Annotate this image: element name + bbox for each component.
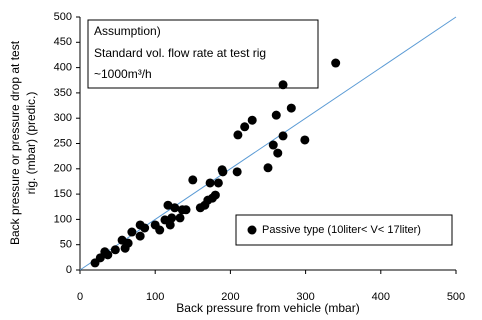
point (213, 178, 223, 188)
y-tick-label: 450 (54, 36, 72, 48)
point (170, 203, 180, 213)
point (271, 110, 281, 120)
x-tick-label: 0 (77, 291, 83, 303)
annotation: Assumption) (94, 24, 161, 38)
point (140, 223, 150, 233)
y-tick-label: 500 (54, 11, 72, 23)
annotation: Standard vol. flow rate at test rig (94, 46, 266, 60)
point (205, 178, 215, 188)
point (232, 167, 242, 177)
y-tick-label: 250 (54, 137, 72, 149)
y-tick-label: 400 (54, 62, 72, 74)
y-tick-label: 100 (54, 213, 72, 225)
legend-box (235, 214, 453, 246)
y-axis-title: Back pressure or pressure drop at test (8, 40, 22, 245)
point (155, 225, 165, 235)
y-tick-label: 0 (66, 264, 72, 276)
y-tick-label: 300 (54, 112, 72, 124)
point (268, 140, 278, 150)
point (278, 80, 288, 90)
x-tick-label: 300 (296, 291, 314, 303)
point (263, 163, 273, 173)
legend-label: Passive type (10liter< V< 17liter) (262, 224, 421, 236)
point (181, 205, 191, 215)
point (273, 148, 283, 158)
annotation-box (87, 19, 319, 89)
annotation: ~1000m³/h (94, 67, 152, 81)
x-tick-label: 100 (146, 291, 164, 303)
x-axis-title: Back pressure from vehicle (mbar) (176, 301, 359, 315)
point (331, 58, 341, 68)
point (163, 200, 173, 210)
point (240, 122, 250, 132)
point (233, 130, 243, 140)
point (247, 115, 257, 125)
point (165, 220, 175, 230)
point (188, 175, 198, 185)
point (135, 231, 145, 241)
point (127, 227, 137, 237)
point (218, 167, 228, 177)
x-tick-label: 400 (372, 291, 390, 303)
point (286, 103, 296, 113)
point (103, 250, 113, 260)
y-tick-label: 350 (54, 87, 72, 99)
legend-marker (247, 225, 257, 235)
point (300, 135, 310, 145)
point (175, 213, 185, 223)
y-tick-label: 150 (54, 188, 72, 200)
y-axis-title: rig. (mbar) (predic.) (24, 92, 38, 195)
x-tick-label: 500 (447, 291, 465, 303)
point (123, 238, 133, 248)
point (210, 190, 220, 200)
point (110, 245, 120, 255)
y-tick-label: 200 (54, 163, 72, 175)
point (278, 131, 288, 141)
y-tick-label: 50 (60, 239, 72, 251)
point (167, 213, 177, 223)
x-tick-label: 200 (221, 291, 239, 303)
